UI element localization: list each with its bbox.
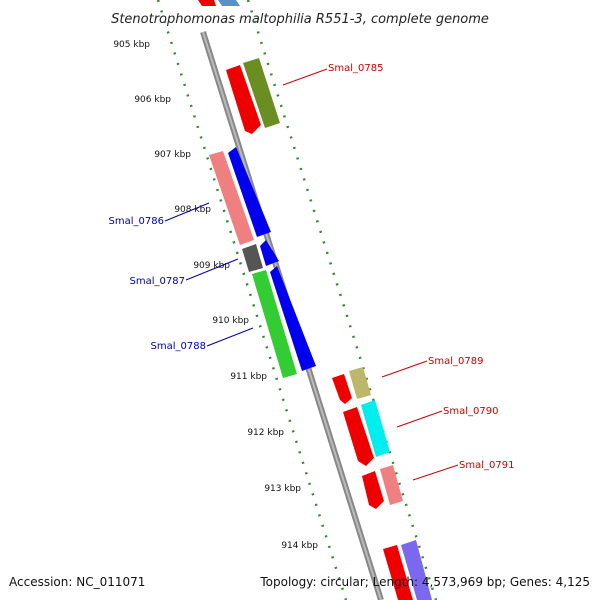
- gene-label-smal-0790[interactable]: Smal_0790: [443, 406, 498, 417]
- gene-label-smal-0789[interactable]: Smal_0789: [428, 356, 483, 367]
- kbp-label: 909 kbp: [193, 261, 230, 271]
- kbp-label: 905 kbp: [113, 40, 150, 50]
- kbp-label: 910 kbp: [212, 316, 249, 326]
- topology-text: Topology: circular; Length: 4,573,969 bp…: [259, 575, 590, 589]
- left-tick-track: [156, 0, 348, 600]
- kbp-label: 906 kbp: [134, 95, 171, 105]
- leader-0785: [282, 68, 328, 86]
- gene-smal-0790[interactable]: [361, 400, 390, 457]
- gene-smal-0791[interactable]: [380, 465, 403, 505]
- gene-smal-0789[interactable]: [349, 367, 371, 399]
- gene-label-smal-0787[interactable]: Smal_0787: [130, 276, 185, 287]
- leader-0789: [381, 360, 428, 378]
- leader-0786: [164, 202, 210, 222]
- kbp-label: 914 kbp: [281, 541, 318, 551]
- gene-label-smal-0788[interactable]: Smal_0788: [151, 341, 206, 352]
- accession-text: Accession: NC_011071: [9, 575, 145, 589]
- kbp-label: 907 kbp: [154, 150, 191, 160]
- gene-label-smal-0786[interactable]: Smal_0786: [109, 216, 164, 227]
- kbp-label: 911 kbp: [230, 372, 267, 382]
- leader-0790: [396, 410, 443, 428]
- kbp-label: 912 kbp: [247, 428, 284, 438]
- kbp-label: 913 kbp: [264, 484, 301, 494]
- gene-smal-0787[interactable]: [242, 244, 263, 272]
- gene-partial-top: [218, 0, 240, 6]
- gene-label-smal-0791[interactable]: Smal_0791: [459, 460, 514, 471]
- gene-red-0789[interactable]: [332, 374, 352, 404]
- gene-blue-1[interactable]: [228, 147, 271, 237]
- gene-red-0791[interactable]: [362, 471, 384, 509]
- gene-partial-top: [198, 0, 216, 6]
- gene-smal-0785[interactable]: [243, 58, 280, 128]
- map-title: Stenotrophomonas maltophilia R551-3, com…: [111, 12, 489, 27]
- gene-blue-2[interactable]: [260, 240, 279, 266]
- gene-smal-0785-red[interactable]: [226, 65, 261, 134]
- gene-bottom-slate: [401, 540, 432, 600]
- leader-0787: [185, 258, 239, 281]
- leader-0791: [412, 464, 459, 481]
- right-tick-track: [246, 0, 438, 600]
- gene-smal-0788[interactable]: [252, 270, 297, 378]
- gene-blue-3[interactable]: [270, 266, 316, 371]
- gene-bottom-red: [383, 545, 413, 600]
- gene-label-smal-0785[interactable]: Smal_0785: [328, 63, 383, 74]
- gene-red-0790[interactable]: [343, 407, 374, 466]
- gene-smal-0786[interactable]: [209, 151, 254, 245]
- leader-0788: [206, 327, 254, 347]
